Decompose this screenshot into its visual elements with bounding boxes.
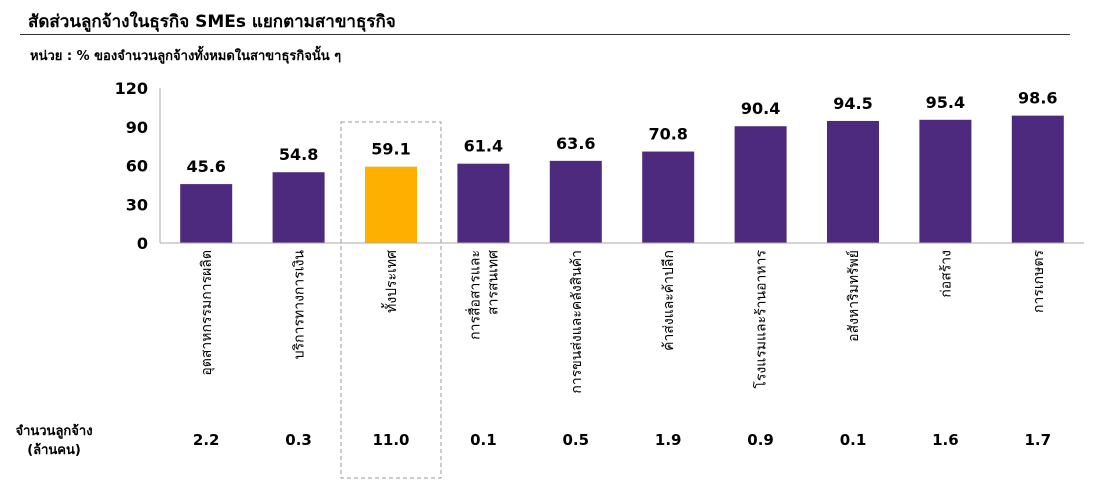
category-label: ค้าส่งและค้าปลีก — [661, 250, 677, 351]
employee-count: 0.1 — [470, 431, 497, 449]
bar — [827, 120, 879, 243]
employee-count: 0.9 — [747, 431, 774, 449]
data-label: 94.5 — [833, 94, 872, 113]
data-label: 45.6 — [186, 157, 225, 176]
data-label: 70.8 — [648, 125, 687, 144]
bar — [642, 151, 695, 243]
bar — [1011, 115, 1064, 243]
data-label: 61.4 — [464, 137, 503, 156]
employee-count-caption-line2: (ล้านคน) — [27, 443, 81, 458]
data-label: 98.6 — [1018, 89, 1057, 108]
category-label: อุตสาหกรรมการผลิต — [199, 250, 215, 376]
employee-count-caption: จำนวนลูกจ้าง (ล้านคน) — [2, 422, 106, 460]
category-label-line: อสังหาริมทรัพย์ — [845, 250, 862, 342]
category-label-line: บริการทางการเงิน — [292, 250, 308, 360]
y-tick-label: 60 — [126, 157, 148, 176]
bar — [549, 160, 602, 243]
bar — [365, 166, 417, 243]
unit-note: หน่วย : % ของจำนวนลูกจ้างทั้งหมดในสาขาธุ… — [30, 49, 342, 64]
category-label-line: ทั้งประเทศ — [381, 250, 400, 313]
employee-count: 0.3 — [285, 431, 312, 449]
y-tick-label: 30 — [126, 195, 148, 214]
category-label: การเกษตร — [1031, 250, 1047, 313]
employee-count-caption-line1: จำนวนลูกจ้าง — [15, 424, 93, 439]
category-label-line: สารสนเทศ — [485, 250, 501, 315]
category-label-line: อุตสาหกรรมการผลิต — [199, 250, 215, 376]
category-label: โรงแรมและร้านอาหาร — [753, 250, 770, 389]
y-tick-label: 0 — [137, 234, 148, 253]
category-label: การสื่อสารและ สารสนเทศ — [465, 250, 501, 340]
employee-count: 0.1 — [840, 431, 867, 449]
category-label-line: การขนส่งและคลังสินค้า — [569, 250, 585, 394]
data-label: 54.8 — [279, 145, 318, 164]
category-label-line: โรงแรมและร้านอาหาร — [753, 250, 770, 389]
employee-count: 1.6 — [932, 431, 959, 449]
bar — [272, 172, 325, 243]
y-tick-label: 90 — [126, 118, 148, 137]
employee-count: 11.0 — [372, 431, 409, 449]
category-label: การขนส่งและคลังสินค้า — [569, 250, 585, 394]
chart-title: สัดส่วนลูกจ้างในธุรกิจ SMEs แยกตามสาขาธุ… — [28, 12, 396, 32]
title-divider — [20, 34, 1070, 35]
employee-count: 0.5 — [563, 431, 590, 449]
data-label: 59.1 — [371, 140, 410, 159]
y-tick-label: 120 — [115, 79, 148, 98]
data-label: 95.4 — [926, 93, 965, 112]
category-label: ทั้งประเทศ — [381, 250, 400, 313]
category-label-line: ก่อสร้าง — [938, 250, 954, 298]
category-label: อสังหาริมทรัพย์ — [845, 250, 862, 342]
bar — [734, 126, 787, 243]
category-label-line: ค้าส่งและค้าปลีก — [661, 250, 677, 351]
bar — [919, 119, 972, 243]
employee-count: 1.9 — [655, 431, 682, 449]
employee-count: 1.7 — [1025, 431, 1052, 449]
category-label: บริการทางการเงิน — [292, 250, 308, 360]
data-label: 90.4 — [741, 99, 780, 118]
bar — [457, 163, 510, 243]
bar — [180, 184, 233, 243]
data-label: 63.6 — [556, 134, 595, 153]
category-label: ก่อสร้าง — [938, 250, 954, 298]
category-label-line: การเกษตร — [1031, 250, 1047, 313]
highlight-box — [340, 121, 442, 479]
category-label-line: การสื่อสารและ — [465, 250, 483, 340]
employee-count: 2.2 — [193, 431, 220, 449]
